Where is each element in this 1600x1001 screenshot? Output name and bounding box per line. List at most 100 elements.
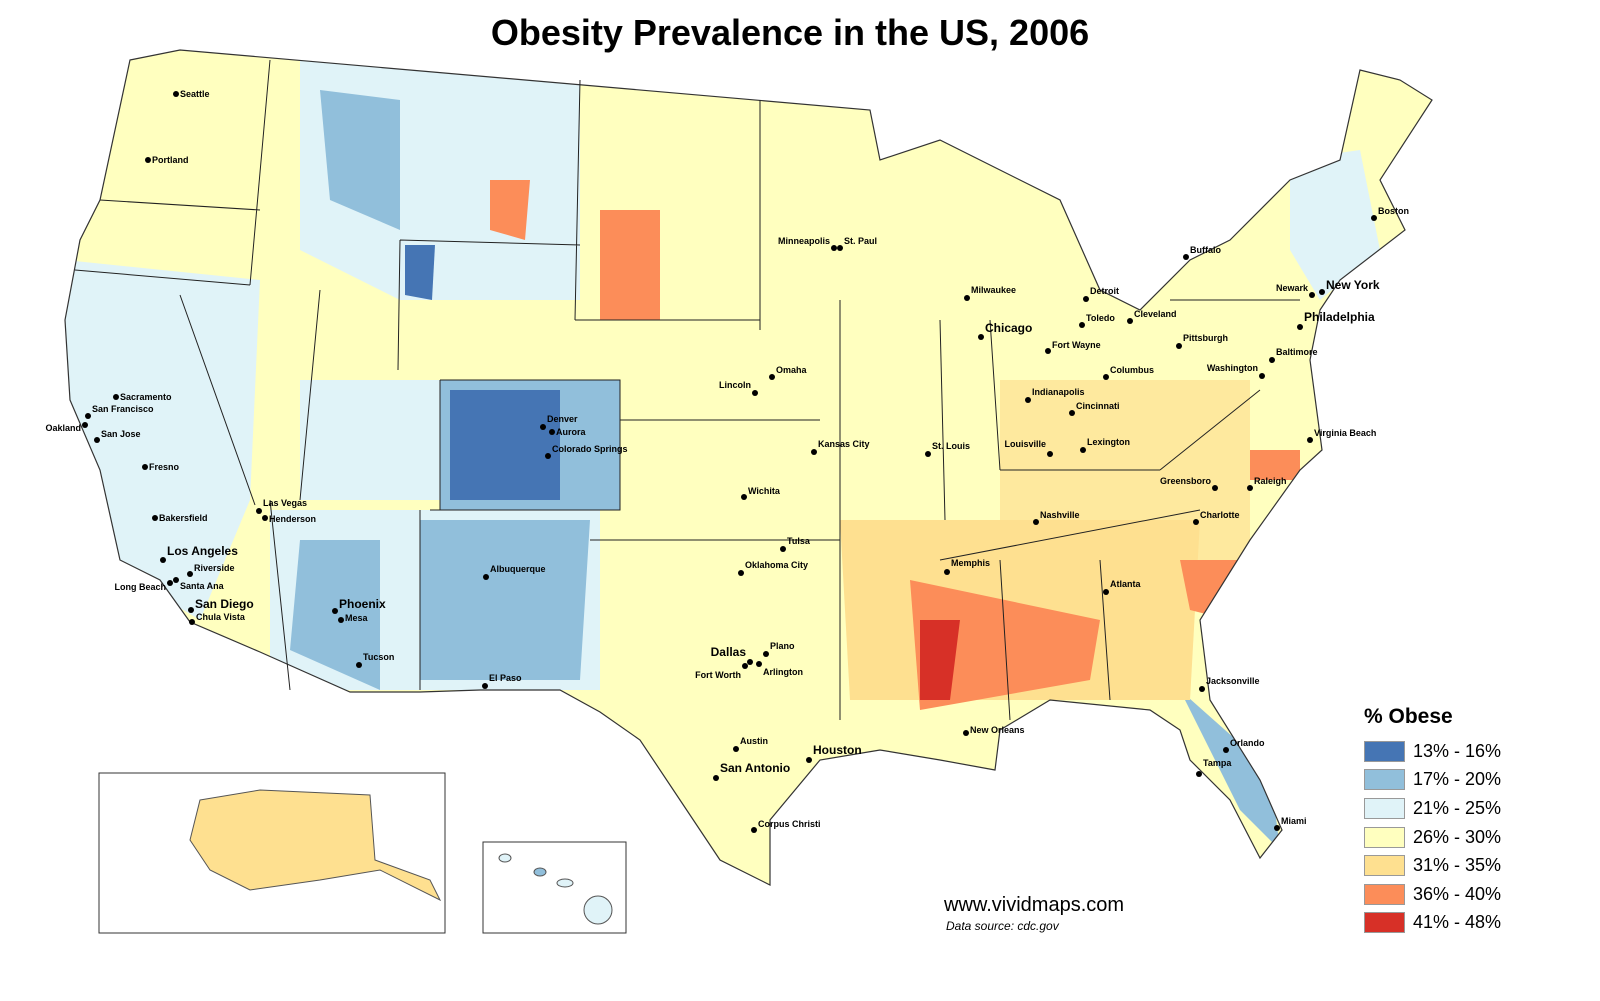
city-marker — [1371, 215, 1377, 221]
city-label: Las Vegas — [263, 498, 308, 508]
city-marker — [188, 607, 194, 613]
city-label: Plano — [770, 641, 795, 651]
city-marker — [1183, 254, 1189, 260]
legend-title: % Obese — [1364, 705, 1453, 728]
city-marker — [1212, 485, 1218, 491]
city-label: Riverside — [194, 563, 235, 573]
city-marker — [540, 424, 546, 430]
city-marker — [741, 494, 747, 500]
city-marker — [752, 390, 758, 396]
city-marker — [1297, 324, 1303, 330]
city-label: Chula Vista — [196, 612, 245, 622]
city-marker — [549, 429, 555, 435]
legend-label: 26% - 30% — [1413, 826, 1502, 847]
city-label: New Orleans — [970, 725, 1025, 735]
city-marker — [763, 651, 769, 657]
city-marker — [113, 394, 119, 400]
city-label: Memphis — [951, 558, 991, 568]
legend-item: 26% - 30% — [1364, 823, 1501, 852]
city-label: Chicago — [985, 320, 1033, 335]
data-source: Data source: cdc.gov — [946, 919, 1059, 933]
legend-label: 21% - 25% — [1413, 797, 1502, 818]
city-marker — [806, 757, 812, 763]
city-marker — [1274, 825, 1280, 831]
legend-item: 17% - 20% — [1364, 766, 1501, 795]
city-label: Colorado Springs — [552, 444, 628, 454]
city-marker — [780, 546, 786, 552]
city-marker — [1269, 357, 1275, 363]
hawaii-islands — [498, 853, 613, 925]
city-marker — [811, 449, 817, 455]
city-marker — [1259, 373, 1265, 379]
city-marker — [769, 374, 775, 380]
city-label: Tampa — [1203, 758, 1232, 768]
city-marker — [142, 464, 148, 470]
city-label: Tucson — [363, 652, 395, 662]
city-label: Mesa — [345, 613, 368, 623]
city-marker — [173, 577, 179, 583]
city-label: San Francisco — [92, 404, 154, 414]
city-marker — [738, 570, 744, 576]
state-borders — [74, 59, 1300, 721]
legend-label: 17% - 20% — [1413, 769, 1502, 790]
legend-swatch — [1364, 740, 1405, 762]
city-marker — [1307, 437, 1313, 443]
legend-label: 41% - 48% — [1413, 912, 1502, 933]
city-marker — [751, 827, 757, 833]
legend-item: 36% - 40% — [1364, 880, 1501, 909]
legend: % Obese 13% - 16% 17% - 20% 21% - 25% 26% -… — [1364, 705, 1501, 937]
city-marker — [964, 295, 970, 301]
map-title: Obesity Prevalence in the US, 2006 — [490, 12, 1090, 53]
city-label: Fort Worth — [695, 670, 741, 680]
city-label: Henderson — [269, 514, 317, 524]
legend-item: 31% - 35% — [1364, 851, 1501, 880]
city-marker — [338, 617, 344, 623]
city-marker — [82, 422, 88, 428]
city-label: Milwaukee — [971, 285, 1017, 295]
city-marker — [925, 451, 931, 457]
city-label: Long Beach — [114, 582, 166, 592]
city-label: Indianapolis — [1032, 387, 1085, 397]
city-label: Fresno — [149, 462, 180, 472]
legend-swatch — [1364, 826, 1405, 848]
city-label: Toledo — [1086, 313, 1115, 323]
city-marker — [1069, 410, 1075, 416]
city-marker — [256, 508, 262, 514]
city-label: Albuquerque — [490, 564, 546, 574]
city-label: Columbus — [1110, 365, 1154, 375]
legend-swatch — [1364, 797, 1405, 819]
legend-swatch — [1364, 855, 1405, 877]
city-label: Wichita — [748, 486, 780, 496]
legend-item: 41% - 48% — [1364, 909, 1501, 938]
city-marker — [262, 515, 268, 521]
city-label: Phoenix — [339, 596, 386, 611]
city-marker — [1223, 747, 1229, 753]
city-label: Philadelphia — [1304, 309, 1375, 324]
city-label: Houston — [813, 742, 862, 757]
city-label: Miami — [1281, 816, 1307, 826]
city-marker — [1193, 519, 1199, 525]
city-marker — [1247, 485, 1253, 491]
city-label: Dallas — [710, 644, 746, 659]
website-credit[interactable]: www.vividmaps.com — [944, 894, 1125, 916]
legend-label: 31% - 35% — [1413, 855, 1502, 876]
city-label: Fort Wayne — [1052, 340, 1101, 350]
city-marker — [173, 91, 179, 97]
city-label: Raleigh — [1254, 476, 1287, 486]
city-label: Buffalo — [1190, 245, 1221, 255]
city-marker — [1176, 343, 1182, 349]
city-label: Charlotte — [1200, 510, 1240, 520]
city-marker — [152, 515, 158, 521]
city-label: Cincinnati — [1076, 401, 1120, 411]
city-label: Kansas City — [818, 439, 870, 449]
city-marker — [1080, 447, 1086, 453]
city-label: Tulsa — [787, 536, 810, 546]
city-label: Baltimore — [1276, 347, 1318, 357]
city-marker — [189, 619, 195, 625]
city-marker — [1319, 289, 1325, 295]
city-label: Pittsburgh — [1183, 333, 1228, 343]
city-marker — [1127, 318, 1133, 324]
city-label: Lexington — [1087, 437, 1130, 447]
